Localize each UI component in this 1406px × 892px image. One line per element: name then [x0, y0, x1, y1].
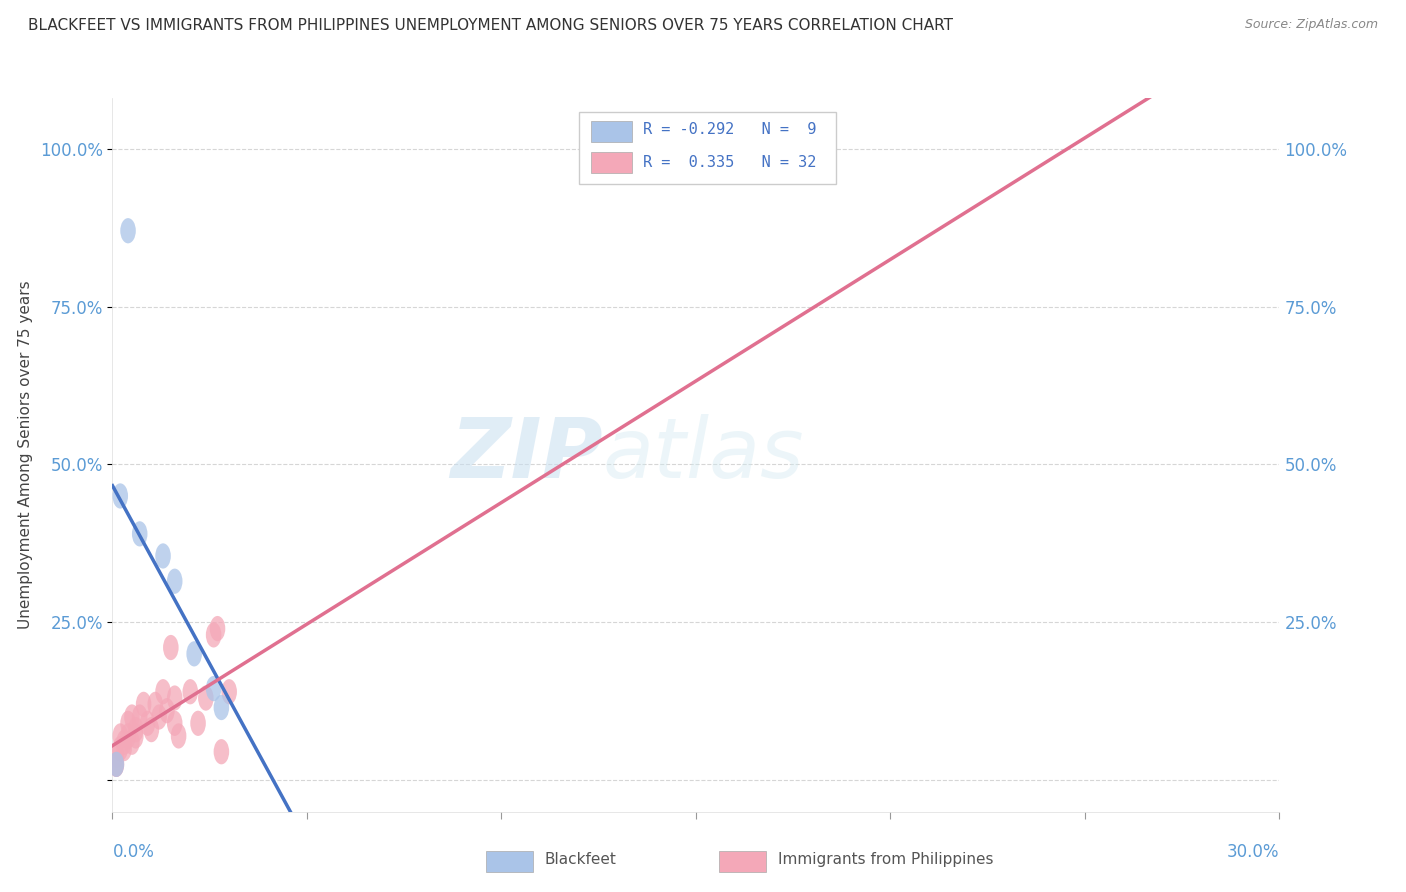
Ellipse shape: [183, 679, 198, 705]
Ellipse shape: [214, 695, 229, 720]
FancyBboxPatch shape: [486, 851, 533, 872]
Text: 30.0%: 30.0%: [1227, 843, 1279, 861]
Ellipse shape: [148, 691, 163, 717]
FancyBboxPatch shape: [591, 121, 631, 143]
Ellipse shape: [117, 736, 132, 761]
FancyBboxPatch shape: [591, 152, 631, 173]
Text: Blackfeet: Blackfeet: [544, 853, 616, 867]
Ellipse shape: [172, 723, 187, 748]
Text: 0.0%: 0.0%: [112, 843, 155, 861]
Text: R = -0.292   N =  9: R = -0.292 N = 9: [644, 122, 817, 137]
FancyBboxPatch shape: [579, 112, 837, 184]
Ellipse shape: [152, 705, 167, 730]
Ellipse shape: [108, 742, 124, 767]
Ellipse shape: [121, 711, 136, 736]
Ellipse shape: [159, 698, 174, 723]
Ellipse shape: [190, 711, 205, 736]
Text: Immigrants from Philippines: Immigrants from Philippines: [778, 853, 993, 867]
Text: ZIP: ZIP: [450, 415, 603, 495]
Ellipse shape: [143, 717, 159, 742]
Ellipse shape: [205, 676, 221, 701]
Ellipse shape: [121, 219, 136, 244]
Ellipse shape: [155, 543, 172, 568]
Text: atlas: atlas: [603, 415, 804, 495]
Ellipse shape: [112, 736, 128, 761]
Ellipse shape: [209, 616, 225, 641]
Ellipse shape: [112, 723, 128, 748]
Text: BLACKFEET VS IMMIGRANTS FROM PHILIPPINES UNEMPLOYMENT AMONG SENIORS OVER 75 YEAR: BLACKFEET VS IMMIGRANTS FROM PHILIPPINES…: [28, 18, 953, 33]
Ellipse shape: [121, 723, 136, 748]
Ellipse shape: [187, 641, 202, 666]
Ellipse shape: [167, 568, 183, 594]
Ellipse shape: [155, 679, 172, 705]
Ellipse shape: [108, 752, 124, 777]
Ellipse shape: [163, 635, 179, 660]
Ellipse shape: [132, 521, 148, 547]
Y-axis label: Unemployment Among Seniors over 75 years: Unemployment Among Seniors over 75 years: [18, 281, 32, 629]
Ellipse shape: [214, 739, 229, 764]
Ellipse shape: [112, 483, 128, 508]
Ellipse shape: [136, 691, 152, 717]
Ellipse shape: [108, 752, 124, 777]
Ellipse shape: [124, 730, 139, 755]
Ellipse shape: [167, 685, 183, 711]
Ellipse shape: [132, 705, 148, 730]
Ellipse shape: [167, 711, 183, 736]
Ellipse shape: [198, 685, 214, 711]
Ellipse shape: [139, 711, 155, 736]
Text: Source: ZipAtlas.com: Source: ZipAtlas.com: [1244, 18, 1378, 31]
Ellipse shape: [205, 623, 221, 648]
Ellipse shape: [124, 705, 139, 730]
Ellipse shape: [221, 679, 238, 705]
Ellipse shape: [128, 723, 143, 748]
Text: R =  0.335   N = 32: R = 0.335 N = 32: [644, 155, 817, 170]
Ellipse shape: [128, 717, 143, 742]
Ellipse shape: [108, 752, 124, 777]
FancyBboxPatch shape: [720, 851, 766, 872]
Ellipse shape: [117, 730, 132, 755]
